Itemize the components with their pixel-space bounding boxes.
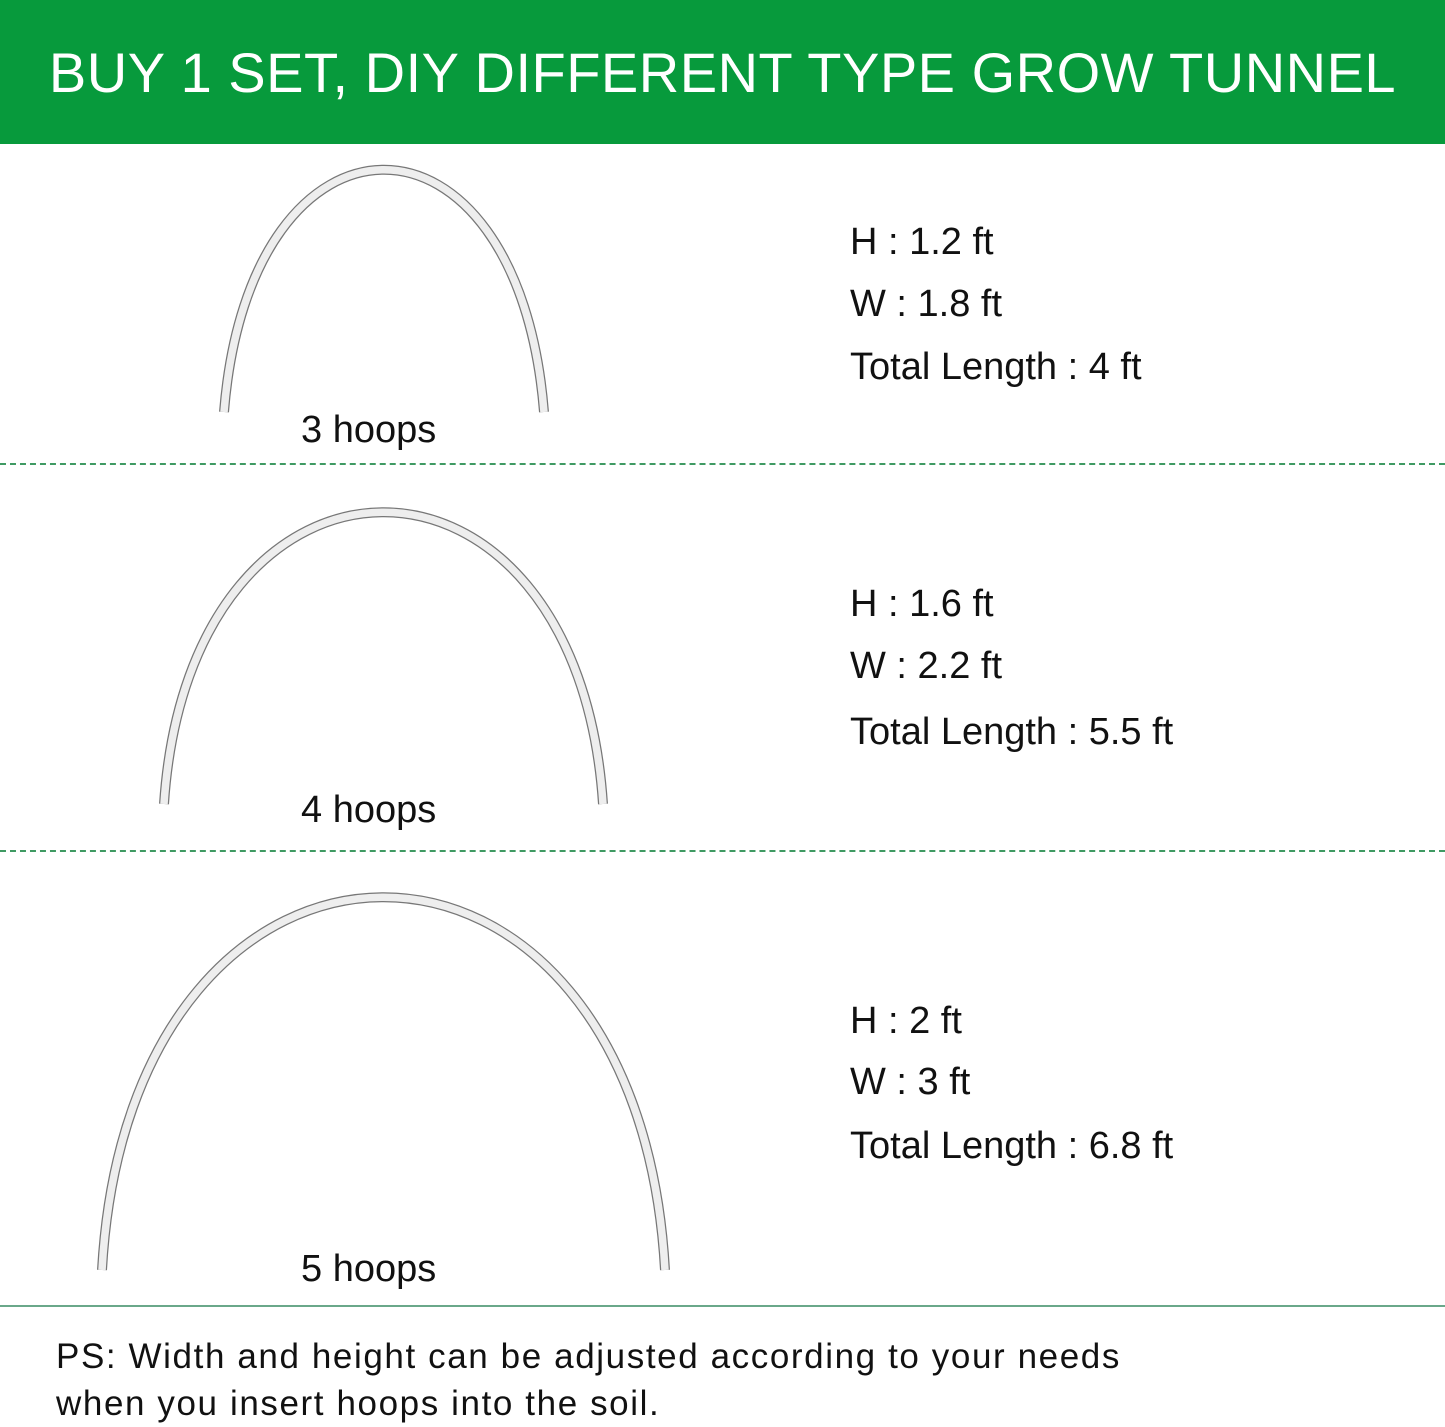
total-length-spec: Total Length : 5.5 ft [850,711,1174,753]
hoop-arch-4 [159,507,608,805]
footer-line: PS: Width and height can be adjusted acc… [56,1337,1121,1376]
footer-line: when you insert hoops into the soil. [56,1384,661,1423]
height-spec: H : 1.6 ft [850,583,994,625]
hoops-label: 5 hoops [301,1248,437,1290]
hoop-arch-5 [97,892,670,1271]
hoops-label: 3 hoops [301,409,437,451]
header-banner: BUY 1 SET, DIY DIFFERENT TYPE GROW TUNNE… [0,0,1445,144]
page-title: BUY 1 SET, DIY DIFFERENT TYPE GROW TUNNE… [48,40,1397,104]
total-length-spec: Total Length : 6.8 ft [850,1125,1174,1167]
hoop-arch-3 [219,165,549,413]
footer-note: PS: Width and height can be adjusted acc… [56,1333,1121,1427]
section-divider [0,850,1445,852]
hoops-label: 4 hoops [301,789,437,831]
width-spec: W : 2.2 ft [850,645,1003,687]
width-spec: W : 1.8 ft [850,283,1003,325]
section-divider [0,463,1445,465]
total-length-spec: Total Length : 4 ft [850,346,1142,388]
width-spec: W : 3 ft [850,1061,971,1103]
height-spec: H : 1.2 ft [850,221,994,263]
footer-divider [0,1305,1445,1307]
height-spec: H : 2 ft [850,1000,962,1042]
